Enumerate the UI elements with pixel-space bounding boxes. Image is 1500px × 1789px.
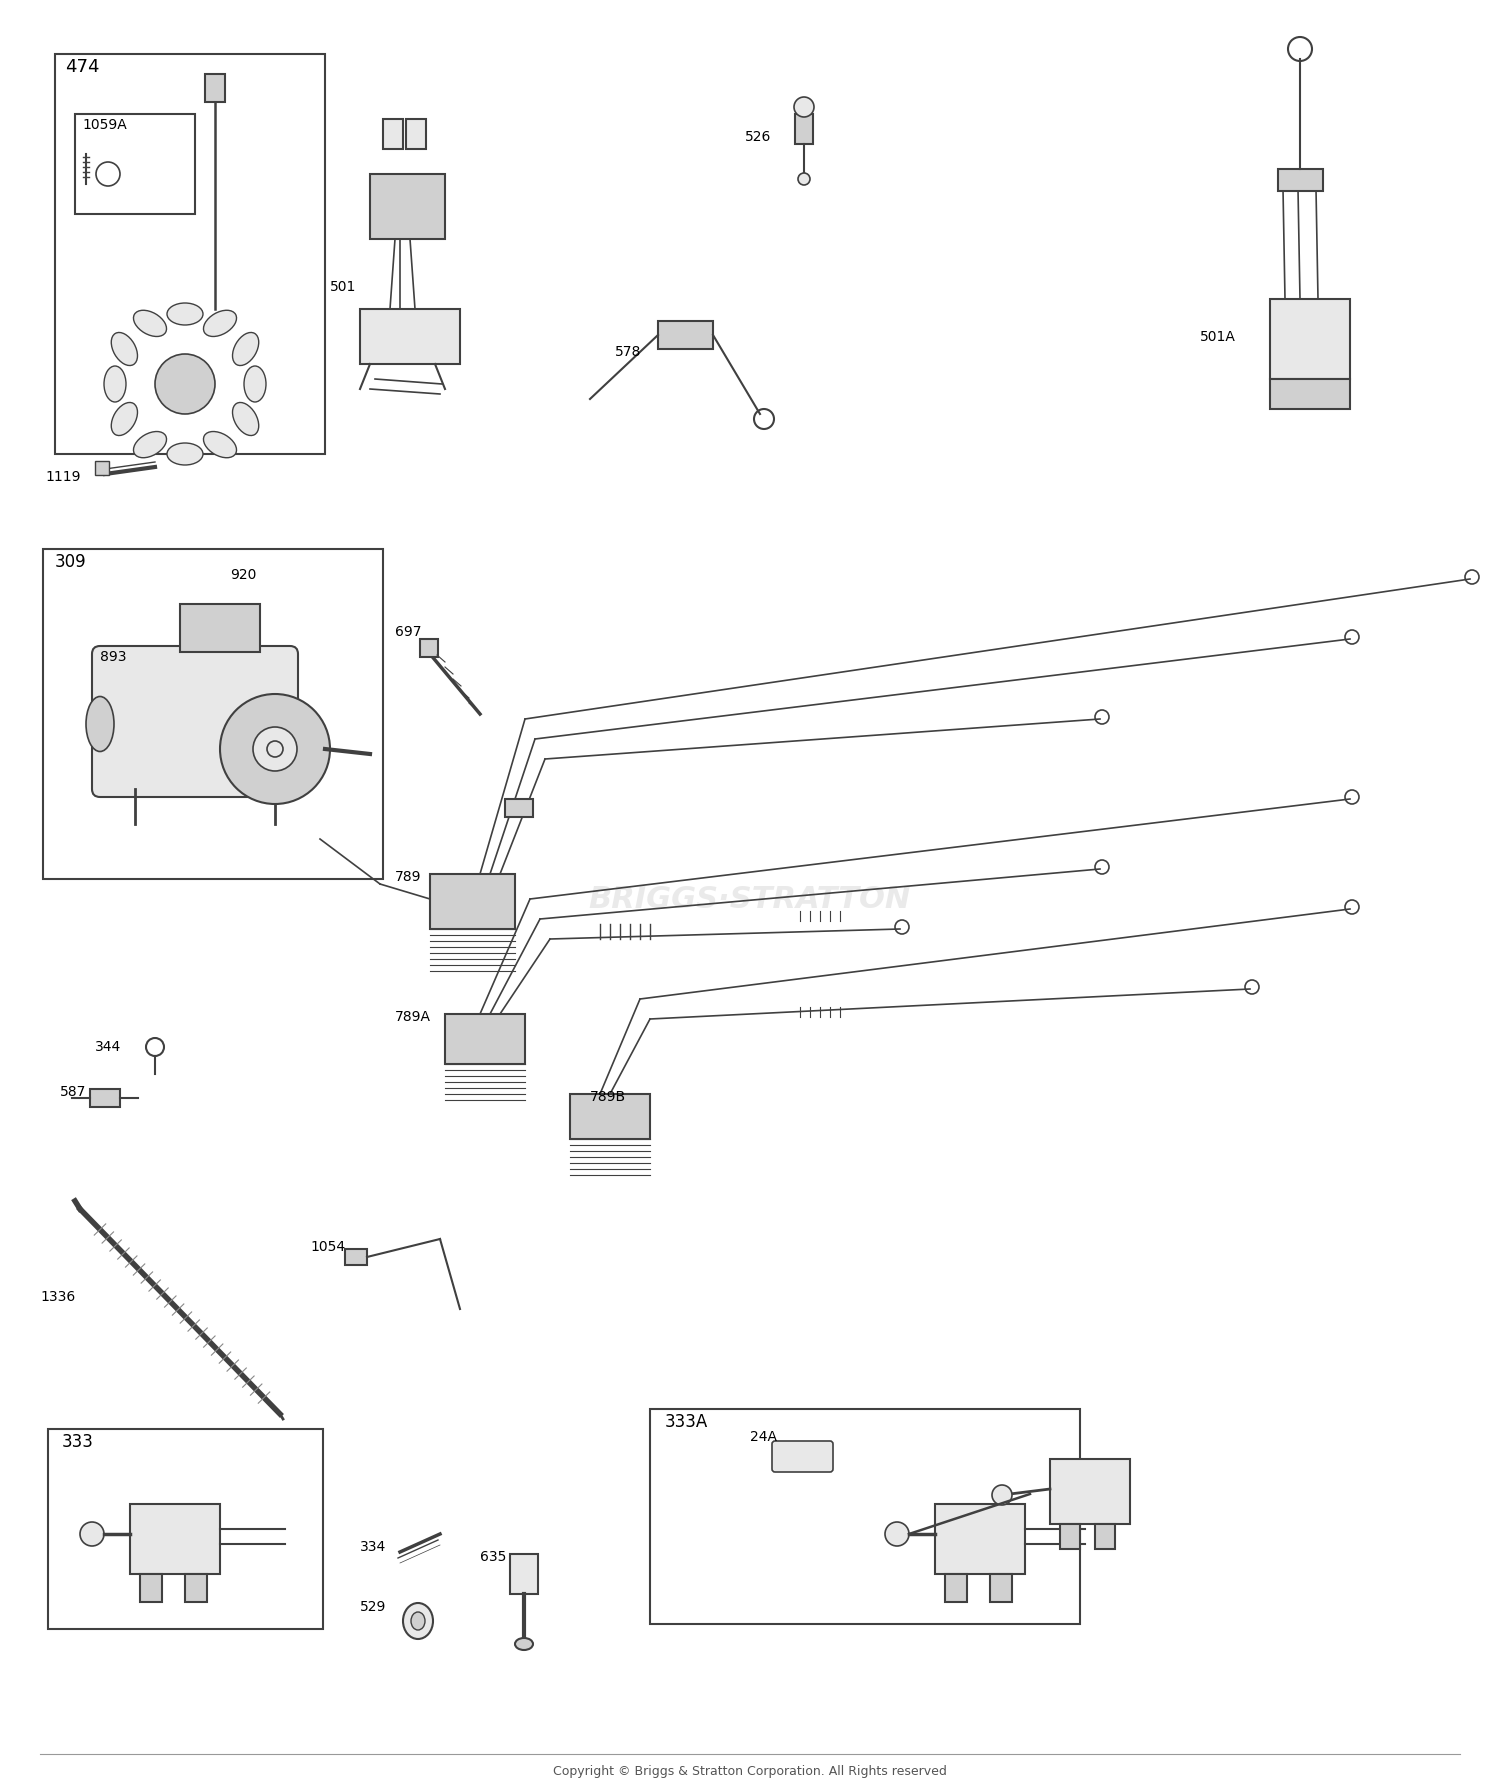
Text: 1054: 1054 (310, 1240, 345, 1254)
Bar (140, 1574, 162, 1603)
Text: 24A: 24A (750, 1429, 777, 1444)
Bar (506, 800, 532, 818)
Text: 1336: 1336 (40, 1290, 75, 1302)
Text: 526: 526 (746, 131, 771, 143)
Text: Copyright © Briggs & Stratton Corporation. All Rights reserved: Copyright © Briggs & Stratton Corporatio… (554, 1764, 946, 1776)
Ellipse shape (104, 367, 126, 403)
Ellipse shape (244, 367, 266, 403)
Ellipse shape (204, 311, 237, 338)
Text: 789B: 789B (590, 1090, 626, 1104)
Text: BRIGGS·STRATTON: BRIGGS·STRATTON (590, 886, 910, 914)
Circle shape (794, 98, 814, 118)
Bar (360, 309, 460, 365)
Bar (934, 1505, 1024, 1574)
Text: 474: 474 (64, 57, 99, 75)
Bar (1095, 1524, 1114, 1549)
Ellipse shape (111, 333, 138, 367)
Bar (94, 462, 110, 476)
Text: 1119: 1119 (45, 471, 81, 483)
Circle shape (254, 728, 297, 771)
Bar (130, 1505, 220, 1574)
Ellipse shape (86, 698, 114, 751)
Text: 529: 529 (360, 1599, 387, 1614)
Text: 893: 893 (100, 649, 126, 664)
Bar (48, 1429, 322, 1630)
Circle shape (220, 694, 330, 805)
Bar (990, 1574, 1012, 1603)
Bar (382, 120, 404, 150)
Circle shape (80, 1522, 104, 1546)
Bar (1278, 170, 1323, 191)
Text: 333: 333 (62, 1433, 94, 1451)
Text: 578: 578 (615, 345, 642, 360)
Circle shape (992, 1485, 1012, 1505)
Bar (570, 1095, 650, 1140)
Bar (345, 1249, 368, 1265)
Bar (510, 1555, 538, 1594)
Bar (650, 1410, 1080, 1624)
Ellipse shape (166, 444, 202, 465)
Ellipse shape (232, 333, 258, 367)
Bar (206, 75, 225, 104)
Text: 344: 344 (94, 1039, 122, 1054)
Circle shape (154, 354, 214, 415)
Bar (90, 1090, 120, 1107)
Text: 501: 501 (330, 279, 357, 293)
Text: 920: 920 (230, 567, 256, 581)
Bar (795, 114, 813, 145)
Text: 334: 334 (360, 1539, 387, 1553)
Bar (1270, 379, 1350, 410)
Ellipse shape (411, 1612, 424, 1630)
FancyBboxPatch shape (772, 1442, 832, 1472)
Text: 501A: 501A (1200, 329, 1236, 343)
Bar (1060, 1524, 1080, 1549)
FancyBboxPatch shape (92, 646, 298, 798)
Bar (75, 114, 195, 215)
Text: 1059A: 1059A (82, 118, 128, 132)
Circle shape (798, 174, 810, 186)
Text: 789A: 789A (394, 1009, 430, 1023)
Text: 309: 309 (56, 553, 87, 571)
Text: 587: 587 (60, 1084, 87, 1098)
Bar (1270, 301, 1350, 379)
Ellipse shape (111, 403, 138, 437)
Ellipse shape (166, 304, 202, 326)
Text: 333A: 333A (664, 1412, 708, 1429)
Bar (44, 549, 382, 880)
Ellipse shape (134, 433, 166, 458)
Text: 789: 789 (394, 869, 422, 884)
Ellipse shape (204, 433, 237, 458)
Bar (406, 120, 426, 150)
Bar (56, 55, 326, 454)
Bar (658, 322, 712, 351)
Ellipse shape (134, 311, 166, 338)
Bar (1050, 1460, 1130, 1524)
Bar (420, 640, 438, 658)
Bar (446, 1014, 525, 1064)
Bar (945, 1574, 968, 1603)
Ellipse shape (232, 403, 258, 437)
Ellipse shape (404, 1603, 433, 1639)
Bar (180, 605, 260, 653)
Ellipse shape (514, 1639, 532, 1649)
Bar (370, 175, 446, 240)
Text: 697: 697 (394, 624, 422, 639)
Text: 635: 635 (480, 1549, 507, 1564)
Circle shape (885, 1522, 909, 1546)
Bar (430, 875, 514, 930)
Bar (184, 1574, 207, 1603)
